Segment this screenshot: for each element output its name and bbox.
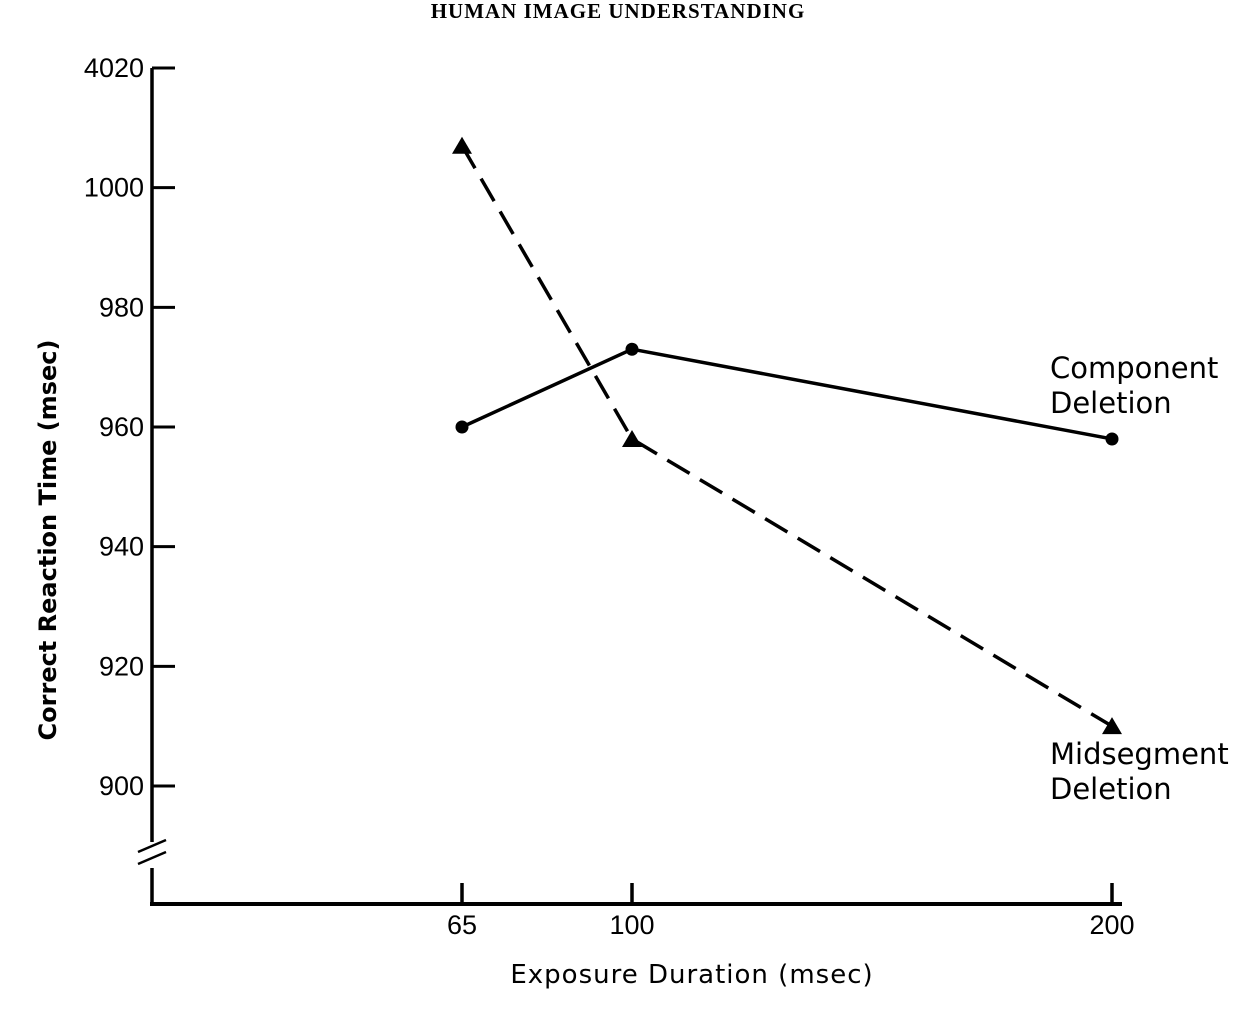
y-axis-break-mark-upper <box>137 838 167 854</box>
y-tick-label: 1000 <box>84 173 144 203</box>
x-tick-label: 65 <box>447 910 477 940</box>
series-lines <box>460 144 1113 728</box>
y-tick-label: 4020 <box>84 53 144 83</box>
page-header: HUMAN IMAGE UNDERSTANDING <box>431 0 806 23</box>
x-axis-label: Exposure Duration (msec) <box>510 960 873 990</box>
y-axis-label: Correct Reaction Time (msec) <box>34 340 62 741</box>
data-point-circle <box>625 342 639 356</box>
data-point-triangle <box>452 136 472 154</box>
x-tick-label: 200 <box>1089 910 1134 940</box>
series-label: Midsegment <box>1050 737 1229 771</box>
data-point-circle <box>1105 432 1119 446</box>
x-tick-label: 100 <box>609 910 654 940</box>
y-tick-label: 960 <box>99 412 144 442</box>
series-label: Component <box>1050 351 1218 385</box>
data-point-triangle <box>1102 717 1122 735</box>
y-tick-label: 980 <box>99 292 144 322</box>
y-tick-label: 920 <box>99 651 144 681</box>
data-point-circle <box>455 420 469 434</box>
y-tick-label: 900 <box>99 771 144 801</box>
x-ticks: 65 100 200 <box>447 883 1135 940</box>
y-tick-label: 940 <box>99 532 144 562</box>
series-line-0 <box>461 347 1113 441</box>
series-label: Deletion <box>1050 386 1172 420</box>
axes <box>137 68 1122 906</box>
series-markers <box>452 136 1122 735</box>
series-line-1 <box>460 144 1113 728</box>
y-axis-break-mark-lower <box>137 850 167 866</box>
y-ticks: 900 920 940 960 980 1000 4020 <box>84 53 175 801</box>
data-point-triangle <box>622 429 642 447</box>
series-label: Deletion <box>1050 772 1172 806</box>
